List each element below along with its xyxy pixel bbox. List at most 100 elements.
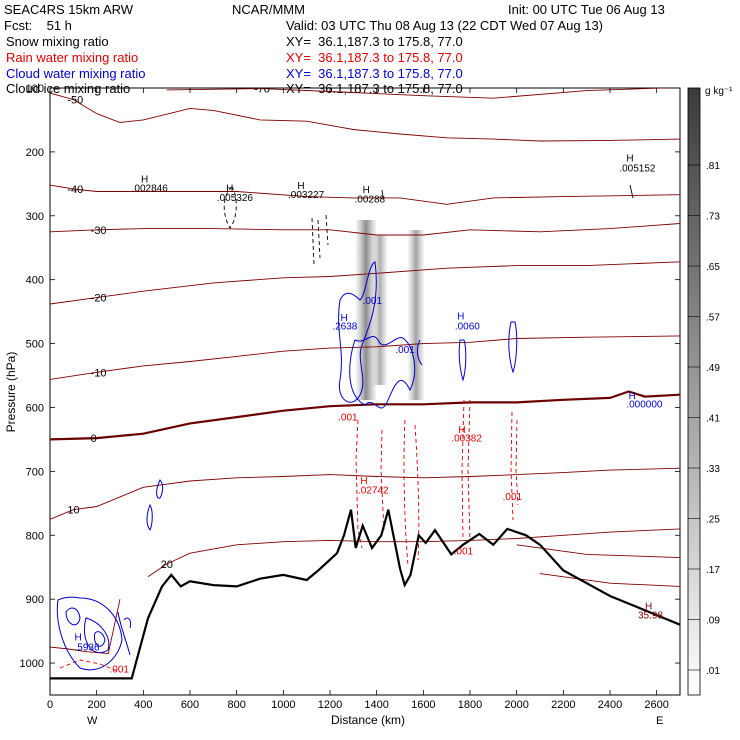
- x-tick-label: 1200: [318, 699, 342, 711]
- terrain-line: [50, 509, 680, 680]
- temperature-contour-label: 10: [67, 505, 79, 517]
- west-endpoint: W: [87, 715, 98, 727]
- center-name: NCAR/MMM: [232, 2, 305, 17]
- x-tick-label: 1800: [458, 699, 482, 711]
- colorbar-label: .09: [706, 616, 720, 627]
- temperature-contour: [50, 261, 680, 305]
- field-annotation: .003227: [288, 190, 325, 201]
- cloud-contour: [146, 479, 164, 531]
- snow-contour: [311, 214, 329, 266]
- field-annotation: H: [645, 601, 652, 612]
- x-tick-label: 400: [134, 699, 152, 711]
- legend-snow: Snow mixing ratio: [6, 34, 109, 49]
- x-tick-label: 1600: [411, 699, 435, 711]
- cloud-contour-base: [117, 611, 131, 656]
- field-annotation: .00382: [451, 433, 482, 444]
- temperature-contour-label: -70: [254, 84, 270, 96]
- plot-frame: [49, 87, 681, 696]
- x-tick-label: 600: [181, 699, 199, 711]
- axes: 0 200 400 600 800 1000 1200 1400 1600 1800 2000 220…: [20, 83, 680, 711]
- snow-shading-3: [407, 230, 425, 400]
- temperature-contours: -70 -50 -40 -30 -20 -10 0 10 20: [50, 84, 680, 654]
- x-tick-label: 2000: [504, 699, 528, 711]
- field-annotation: .005152: [619, 164, 656, 175]
- field-annotation: .001: [503, 492, 523, 503]
- field-annotation: H: [297, 181, 304, 192]
- y-tick-label: 200: [26, 147, 44, 159]
- y-tick-label: 700: [26, 466, 44, 478]
- field-annotation: H: [341, 313, 348, 324]
- y-tick-label: 400: [26, 275, 44, 287]
- cloud-contour: [349, 335, 416, 409]
- colorbar-label: .57: [706, 313, 720, 324]
- x-tick-label: 1000: [271, 699, 295, 711]
- y-tick-label: 500: [26, 339, 44, 351]
- y-tick-label: 900: [26, 594, 44, 606]
- ice-contour: [381, 189, 384, 199]
- cloud-contour: [508, 321, 518, 374]
- snow-contour: [629, 184, 634, 199]
- init-time: Init: 00 UTC Tue 06 Aug 13: [508, 2, 665, 17]
- temperature-contour: [50, 599, 121, 654]
- temperature-contour: [50, 184, 680, 205]
- field-annotation: .000000: [626, 399, 663, 410]
- temperature-contour: [50, 92, 680, 142]
- y-tick-label: 800: [26, 530, 44, 542]
- x-tick-label: 2200: [551, 699, 575, 711]
- east-endpoint: E: [656, 715, 663, 727]
- colorbar-labels: .81 .73 .65 .57 .49 .41 .33 .25 .17 .09 .01: [688, 161, 720, 677]
- field-annotation: H: [457, 311, 464, 322]
- temperature-contour-label: -10: [91, 367, 107, 379]
- colorbar-label: .49: [706, 363, 720, 374]
- y-tick-label: 300: [26, 211, 44, 223]
- xy-rain: XY= 36.1,187.3 to 175.8, 77.0: [286, 50, 463, 65]
- temperature-contour: [516, 544, 680, 559]
- x-tick-label: 2400: [598, 699, 622, 711]
- y-axis-label: Pressure (hPa): [4, 352, 18, 433]
- field-annotation: .5936: [75, 642, 100, 653]
- model-title: SEAC4RS 15km ARW: [4, 2, 134, 17]
- colorbar-unit: g kg⁻¹: [705, 86, 733, 97]
- cloud-contour: [338, 261, 377, 403]
- temperature-contour-label: -40: [67, 184, 83, 196]
- field-annotation: .002846: [132, 184, 169, 195]
- x-axis-label: Distance (km): [331, 713, 405, 727]
- field-annotation: .2638: [332, 322, 357, 333]
- field-annotation: .00288: [355, 194, 386, 205]
- temperature-contour-label: 0: [91, 433, 97, 445]
- field-annotation: .001: [395, 345, 415, 356]
- x-tick-label: 2600: [644, 699, 668, 711]
- field-annotation: .001: [454, 546, 474, 557]
- temperature-contour: [50, 390, 680, 441]
- field-annotation: .001: [363, 296, 383, 307]
- x-tick-label: 800: [227, 699, 245, 711]
- field-annotation: H: [75, 633, 82, 644]
- field-annotation: H: [629, 391, 636, 402]
- x-tick-label: 0: [47, 699, 53, 711]
- field-annotation: .001: [110, 665, 130, 676]
- field-annotation: .0060: [455, 322, 480, 333]
- field-annotation: H: [626, 153, 633, 164]
- xy-cloud: XY= 36.1,187.3 to 175.8, 77.0: [286, 66, 463, 81]
- forecast-hour: Fcst: 51 h: [4, 18, 72, 33]
- field-annotation: H: [226, 184, 233, 195]
- field-annotation: H: [458, 425, 465, 436]
- colorbar-label: .41: [706, 414, 720, 425]
- y-tick-label: 100: [26, 83, 44, 95]
- temperature-contour-label: -30: [91, 225, 107, 237]
- cloud-contour: [416, 339, 423, 366]
- x-tick-label: 200: [87, 699, 105, 711]
- field-annotation: H: [363, 185, 370, 196]
- snow-contour: [223, 186, 237, 229]
- legend-rain: Rain water mixing ratio: [6, 50, 138, 65]
- colorbar-label: .65: [706, 262, 720, 273]
- cloud-contour-base: [56, 596, 123, 671]
- y-tick-label: 1000: [20, 658, 44, 670]
- temperature-contour-label: 20: [161, 559, 173, 571]
- cloud-contour: [458, 339, 467, 382]
- legend-cloud: Cloud water mixing ratio: [6, 66, 145, 81]
- hydrometeor-contours: [56, 184, 634, 673]
- valid-time: Valid: 03 UTC Thu 08 Aug 13 (22 CDT Wed …: [286, 18, 603, 33]
